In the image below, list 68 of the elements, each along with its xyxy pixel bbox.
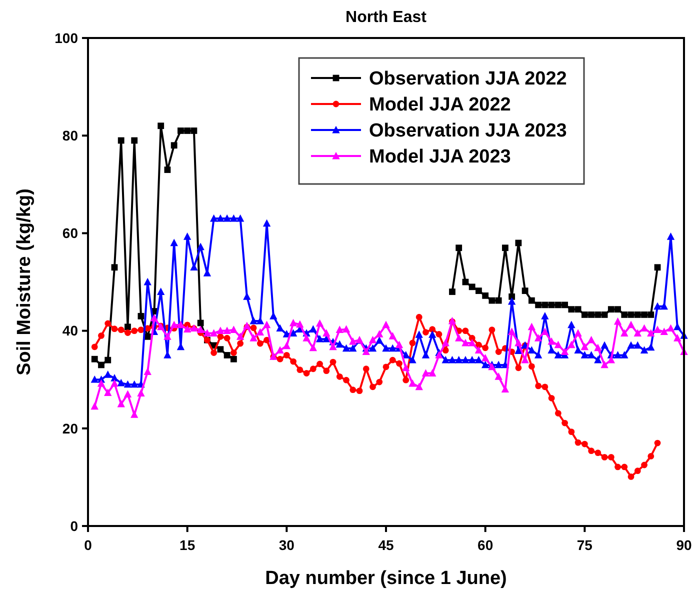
y-tick-label: 60	[62, 225, 78, 242]
point	[581, 311, 588, 318]
point	[91, 356, 98, 362]
point	[508, 293, 516, 300]
point	[641, 311, 648, 318]
x-tick-label: 30	[278, 537, 295, 553]
point	[628, 311, 634, 318]
point	[535, 302, 542, 308]
point	[131, 137, 138, 144]
legend-label: Observation JJA 2023	[369, 120, 567, 142]
point	[197, 320, 204, 326]
point	[104, 356, 112, 364]
point	[476, 288, 482, 294]
point	[654, 264, 661, 271]
point	[164, 166, 171, 173]
point	[502, 244, 508, 252]
point	[515, 240, 522, 246]
y-tick-label: 0	[70, 518, 78, 534]
y-tick-label: 20	[62, 420, 78, 436]
point	[554, 302, 562, 308]
point	[608, 306, 614, 313]
point	[522, 288, 528, 294]
x-tick-label: 90	[676, 537, 692, 553]
point	[456, 244, 462, 252]
point	[118, 137, 124, 144]
x-tick-label: 60	[478, 537, 494, 553]
point	[449, 288, 456, 295]
point	[230, 356, 237, 362]
legend-label: Model JJA 2022	[369, 94, 511, 116]
y-tick-label: 40	[62, 322, 78, 339]
point	[482, 292, 489, 299]
x-tick-label: 45	[378, 537, 394, 553]
point	[111, 264, 118, 271]
point	[184, 128, 191, 134]
point	[224, 352, 230, 358]
point	[568, 306, 575, 313]
legend-label: Model JJA 2023	[369, 146, 511, 168]
point	[594, 311, 602, 318]
point	[588, 311, 594, 318]
y-tick-label: 100	[54, 30, 78, 46]
y-axis-title: Soil Moisture (kg/kg)	[14, 188, 35, 376]
y-tick-label: 80	[62, 128, 78, 144]
point	[217, 346, 224, 353]
point	[138, 312, 144, 320]
point	[98, 362, 104, 368]
point	[548, 302, 555, 308]
point	[648, 311, 654, 318]
point	[468, 284, 476, 290]
chart-title: North East	[346, 9, 428, 26]
point	[158, 122, 164, 130]
point	[542, 302, 548, 308]
point	[190, 128, 198, 134]
x-tick-label: 15	[180, 537, 196, 553]
point	[621, 311, 628, 318]
point	[495, 297, 502, 304]
point	[634, 311, 641, 318]
point	[601, 311, 608, 318]
x-tick-label: 75	[576, 537, 593, 553]
legend-label: Observation JJA 2022	[369, 68, 567, 90]
point	[614, 306, 621, 313]
point	[528, 297, 535, 304]
x-tick-label: 0	[84, 537, 92, 553]
point	[562, 302, 568, 308]
point	[170, 142, 178, 149]
point	[178, 128, 184, 134]
point	[574, 306, 582, 313]
point	[124, 324, 131, 330]
x-axis-title: Day number (since 1 June)	[265, 568, 507, 589]
